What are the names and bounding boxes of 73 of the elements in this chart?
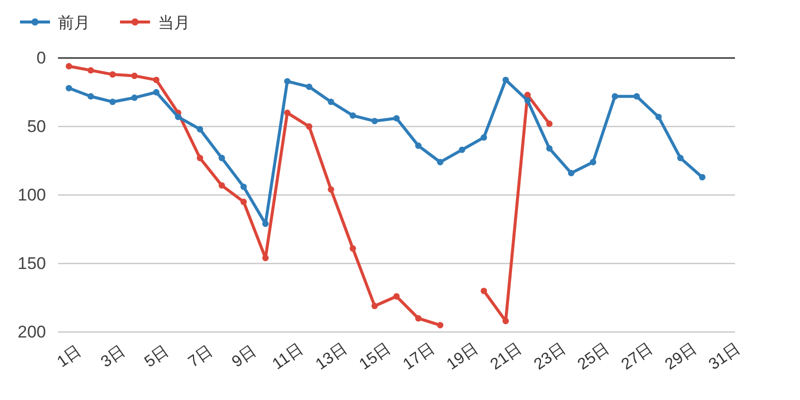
point	[436, 322, 444, 328]
point	[612, 93, 618, 100]
point	[328, 186, 334, 193]
point	[350, 245, 356, 252]
point	[328, 98, 334, 106]
point	[546, 145, 553, 152]
x-tick-label: 9日	[229, 342, 260, 372]
x-tick-label: 31日	[706, 340, 744, 374]
point	[174, 114, 182, 120]
point	[502, 76, 509, 84]
point	[480, 134, 488, 141]
point	[66, 63, 72, 70]
point	[350, 112, 356, 119]
point	[634, 93, 640, 100]
point	[88, 93, 94, 100]
point	[371, 118, 378, 124]
point	[568, 170, 574, 176]
point	[109, 98, 116, 106]
point	[262, 254, 269, 262]
x-tick-label: 23日	[531, 340, 569, 374]
y-tick-label: 100	[18, 185, 46, 204]
x-tick-label: 27日	[618, 340, 656, 374]
point	[415, 142, 422, 149]
point	[590, 158, 596, 166]
x-tick-label: 21日	[488, 340, 526, 374]
point	[262, 220, 269, 227]
point	[393, 293, 400, 300]
point	[196, 154, 204, 162]
point	[306, 123, 312, 130]
point	[218, 182, 225, 189]
x-tick-label: 17日	[400, 340, 438, 374]
point	[306, 84, 312, 90]
y-tick-label: 150	[18, 254, 46, 273]
point	[699, 174, 706, 180]
x-tick-label: 11日	[270, 340, 306, 374]
point	[655, 114, 662, 120]
point	[393, 115, 400, 122]
legend-label: 当月	[158, 14, 190, 32]
point	[131, 72, 138, 80]
x-tick-label: 3日	[98, 342, 128, 372]
point	[415, 315, 422, 322]
point	[131, 94, 138, 101]
point	[240, 198, 247, 206]
x-tick-label: 7日	[186, 342, 216, 372]
point	[218, 154, 225, 162]
point	[284, 110, 291, 116]
point	[546, 120, 553, 127]
point	[502, 318, 509, 324]
point	[153, 76, 160, 84]
y-tick-label: 50	[27, 116, 46, 136]
point	[240, 184, 247, 190]
y-tick-label: 200	[18, 322, 46, 342]
point	[371, 302, 378, 310]
legend-label: 前月	[58, 14, 90, 32]
point	[196, 126, 204, 132]
x-tick-label: 13日	[312, 340, 350, 374]
x-tick-label: 25日	[574, 340, 612, 374]
point	[66, 84, 72, 92]
point	[677, 154, 684, 162]
x-tick-label: 1日	[54, 342, 85, 372]
point	[458, 146, 466, 153]
point	[480, 288, 488, 294]
x-tick-label: 19日	[444, 340, 482, 374]
x-tick-label: 15日	[356, 340, 394, 374]
point	[88, 67, 94, 74]
x-tick-label: 29日	[662, 340, 700, 374]
y-tick-label: 0	[36, 48, 46, 68]
x-tick-label: 5日	[142, 342, 172, 372]
point	[284, 78, 291, 84]
point	[524, 97, 531, 104]
point	[436, 158, 444, 166]
point	[109, 71, 116, 78]
point	[153, 89, 160, 96]
